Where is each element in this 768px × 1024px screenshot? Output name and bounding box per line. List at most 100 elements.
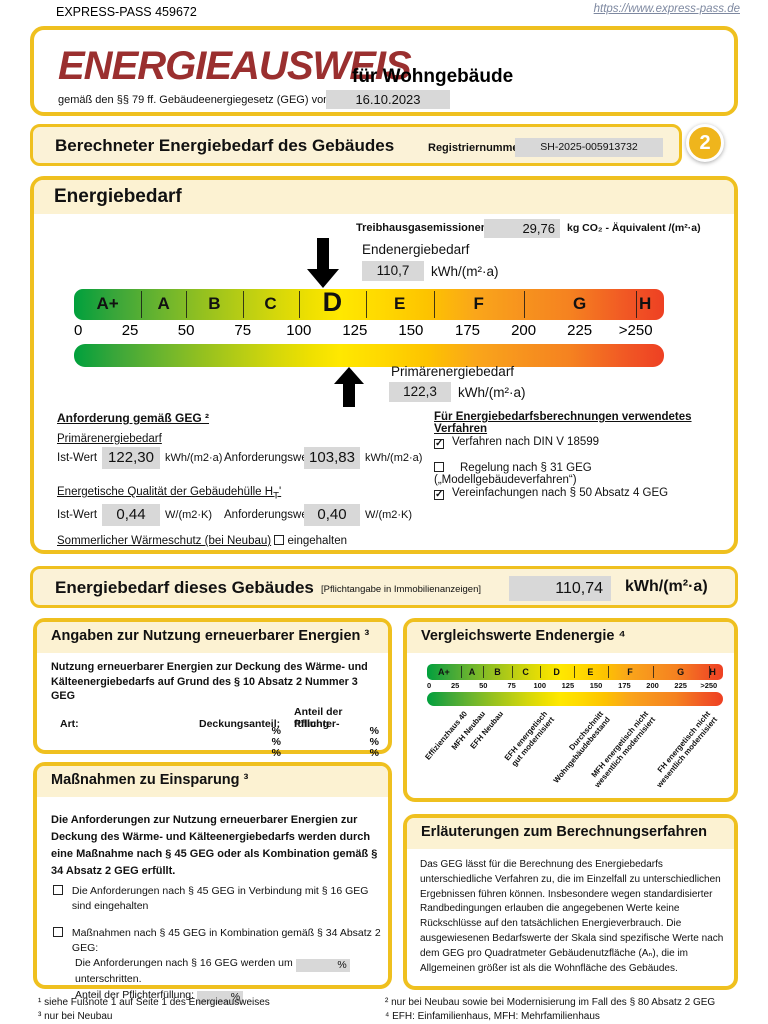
savings-option-1: Die Anforderungen nach § 45 GEG in Verbi…	[53, 884, 383, 914]
line3-pre: Anteil der Pflichterfüllung:	[75, 988, 195, 1001]
tick: 175	[618, 681, 631, 690]
method-checkbox-unchecked[interactable]	[434, 462, 444, 472]
method-item: ✓ Vereinfachungen nach § 50 Absatz 4 GEG	[434, 487, 668, 500]
savings-option-1-label: Die Anforderungen nach § 45 GEG in Verbi…	[71, 885, 369, 913]
class-label: A+	[96, 294, 119, 313]
duty-percent: %	[369, 725, 379, 737]
scale-tick-labels: 0 25 50 75 100 125 150 175 200 225 >250	[74, 320, 664, 344]
duty-label-line2: füllung	[294, 718, 329, 730]
issue-date-field: 16.10.2023	[326, 90, 450, 109]
anforderung-label: Anforderungswert	[224, 452, 315, 464]
footnote-3: ³ nur bei Neubau	[38, 1010, 113, 1022]
savings-checkbox-1[interactable]	[53, 885, 63, 895]
tick: 175	[455, 322, 481, 339]
summer-heat-option: eingehalten	[287, 535, 347, 547]
footnote-1: ¹ siehe Fußnote 1 auf Seite 1 des Energi…	[38, 997, 270, 1008]
result-unit: kWh/(m²·a)	[625, 578, 708, 595]
comparison-header: Vergleichswerte Endenergie ⁴	[407, 622, 734, 653]
method-item-label: Vereinfachungen nach § 50 Absatz 4 GEG	[452, 487, 669, 499]
energy-box-title: Energiebedarf	[54, 186, 182, 207]
ist-label: Ist-Wert	[57, 509, 98, 521]
tick: 50	[479, 681, 488, 690]
share-percent: %	[271, 747, 281, 759]
result-banner: Energiebedarf dieses Gebäudes [Pflichtan…	[30, 566, 738, 608]
primary-energy-label: Primärenergiebedarf	[391, 364, 515, 379]
tick: 75	[234, 322, 252, 339]
footnote-2: ² nur bei Neubau sowie bei Modernisierun…	[385, 997, 716, 1008]
method-item: Regelung nach § 31 GEG („Modellgebäudeve…	[434, 462, 734, 486]
certificate-title: ENERGIEAUSWEIS	[58, 44, 412, 88]
primary-ist-field: 122,30	[102, 447, 160, 469]
primary-energy-field: 122,3	[389, 382, 451, 402]
tick: 0	[74, 322, 83, 339]
savings-header: Maßnahmen zu Einsparung ³	[37, 766, 388, 797]
comparison-gradient-band	[427, 692, 723, 706]
comparison-tick-labels: 0 25 50 75 100 125 150 175 200 225 >250	[427, 680, 723, 692]
final-energy-field: 110,7	[362, 261, 424, 281]
result-value-field: 110,74	[509, 576, 611, 601]
envelope-anf-unit: W/(m2·K)	[365, 509, 413, 521]
savings-option-2-line3: Anteil der Pflichterfüllung:%	[75, 988, 389, 1004]
method-item-label: Verfahren nach DIN V 18599	[452, 436, 600, 448]
class-label: A	[157, 294, 170, 313]
energy-gradient-band	[74, 344, 664, 367]
class-label: C	[264, 294, 277, 313]
tick: 100	[533, 681, 547, 690]
method-checkbox-checked[interactable]: ✓	[434, 489, 444, 500]
section-title: Berechneter Energiebedarf des Gebäudes	[55, 136, 395, 155]
renewables-header: Angaben zur Nutzung erneuerbarer Energie…	[37, 622, 388, 653]
class-label: E	[394, 294, 406, 313]
tick: 125	[561, 681, 575, 690]
class-label: A+	[437, 667, 450, 677]
duty-label-line1: Anteil der Pflichter-	[294, 706, 343, 730]
section-header-bar: Berechneter Energiebedarf des Gebäudes R…	[30, 124, 682, 166]
primary-values-row: Ist-Wert 122,30 kWh/(m2·a) Anforderungsw…	[34, 447, 734, 471]
tick: 125	[342, 322, 368, 339]
tick: 200	[511, 322, 537, 339]
primary-energy-marker-arrow-icon	[333, 367, 364, 407]
tick: 225	[567, 322, 593, 339]
savings-option-2-label: Maßnahmen nach § 45 GEG in Kombination g…	[71, 927, 381, 955]
renewables-paragraph: Nutzung erneuerbarer Energien zur Deckun…	[51, 661, 368, 703]
savings-box: Maßnahmen zu Einsparung ³ Die Anforderun…	[33, 762, 392, 1004]
duty-percent: %	[369, 747, 379, 759]
summer-heat-checkbox[interactable]	[274, 535, 285, 545]
title-box: ENERGIEAUSWEIS für Wohngebäude gemäß den…	[30, 26, 738, 116]
savings-checkbox-2[interactable]	[53, 927, 63, 937]
explanation-paragraph: Das GEG lässt für die Berechnung des Ene…	[420, 859, 724, 974]
class-label: B	[494, 667, 501, 677]
footnote-4: ⁴ EFH: Einfamilienhaus, MFH: Mehrfamilie…	[385, 1010, 600, 1022]
requirements-title: Anforderung gemäß GEG ²	[57, 411, 210, 425]
class-label: H	[638, 294, 652, 313]
method-checkbox-checked[interactable]: ✓	[434, 438, 444, 449]
tick: 0	[427, 681, 432, 690]
energy-scale: A+ A B C D E F G H 0 25 50 75 100 125	[74, 238, 664, 408]
line2-post: unterschritten.	[75, 973, 142, 986]
comparison-box: Vergleichswerte Endenergie ⁴ A+ A B C D …	[403, 618, 738, 802]
method-item-label: Regelung nach § 31 GEG („Modellgebäudeve…	[434, 462, 592, 486]
primary-energy-unit: kWh/(m²·a)	[458, 385, 526, 400]
envelope-quality-label: Energetische Qualität der Gebäudehülle H…	[57, 486, 282, 502]
tick: 200	[646, 681, 659, 690]
website-link[interactable]: https://www.express-pass.de	[593, 3, 740, 15]
savings-paragraph: Die Anforderungen zur Nutzung erneuerbar…	[51, 814, 378, 878]
primary-anf-unit: kWh/(m2·a)	[365, 452, 423, 464]
method-title: Für Energiebedarfsberechnungen verwendet…	[434, 411, 692, 435]
tick: 25	[450, 681, 460, 690]
primary-requirement-label: Primärenergiebedarf	[57, 433, 162, 445]
final-energy-unit: kWh/(m²·a)	[431, 264, 499, 279]
savings-title: Maßnahmen zu Einsparung ³	[51, 772, 249, 788]
art-label: Art:	[60, 718, 79, 730]
class-label: D	[553, 667, 560, 677]
duty-percent: %	[369, 736, 379, 748]
page-number-badge: 2	[686, 124, 724, 162]
share-percent: %	[271, 736, 281, 748]
result-note: [Pflichtangabe in Immobilienanzeigen]	[321, 584, 482, 595]
share-percent: %	[271, 725, 281, 737]
ghg-emissions-unit: kg CO₂ - Äquivalent /(m²·a)	[567, 222, 701, 234]
renewables-box: Angaben zur Nutzung erneuerbarer Energie…	[33, 618, 392, 759]
tick: 225	[674, 681, 687, 690]
envelope-values-row: Ist-Wert 0,44 W/(m2·K) Anforderungswert …	[34, 504, 734, 528]
comparison-title: Vergleichswerte Endenergie ⁴	[421, 628, 626, 644]
